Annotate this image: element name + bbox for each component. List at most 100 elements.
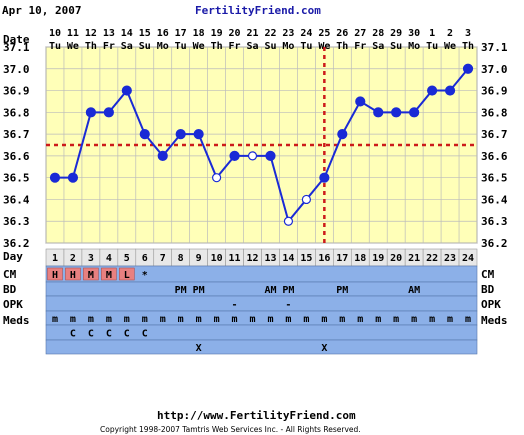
date-tick-label: 25: [318, 28, 330, 39]
y-tick-label-right: 36.7: [481, 128, 508, 141]
y-tick-label-left: 36.6: [3, 150, 30, 163]
meds-row-value: m: [70, 314, 76, 325]
weekday-tick-label: Su: [264, 41, 276, 52]
weekday-tick-label: Mo: [157, 41, 169, 52]
date-tick-label: 2: [447, 28, 453, 39]
y-tick-label-left: 36.8: [3, 106, 30, 119]
meds-row-value: m: [357, 314, 363, 325]
day-number: 4: [106, 253, 112, 264]
meds-row-value: m: [124, 314, 130, 325]
cm-cell-fill: [101, 267, 117, 281]
date-tick-label: 18: [193, 28, 205, 39]
meds-row-value: m: [375, 314, 381, 325]
date-tick-label: 30: [408, 28, 420, 39]
y-tick-label-left: 36.3: [3, 215, 30, 228]
meds-row-value: m: [106, 314, 112, 325]
weekday-tick-label: Tu: [300, 41, 312, 52]
weekday-tick-label: Fr: [229, 41, 241, 52]
temperature-point-open: [247, 151, 258, 161]
custom-row-2-bg: [45, 339, 478, 355]
custom-row-1-value: C: [88, 329, 94, 340]
weekday-tick-label: Sa: [372, 41, 384, 52]
custom-row-1-value: C: [106, 329, 112, 340]
meds-row-value: m: [465, 314, 471, 325]
meds-row-value: m: [339, 314, 345, 325]
custom-row-1-value: C: [142, 329, 148, 340]
custom-row-1-value: C: [70, 329, 76, 340]
weekday-tick-label: We: [318, 41, 330, 52]
meds-row-value: m: [285, 314, 291, 325]
weekday-tick-label: Th: [211, 41, 223, 52]
footer-url[interactable]: http://www.FertilityFriend.com: [157, 409, 356, 422]
temperature-point: [175, 129, 186, 140]
meds-row-value: m: [429, 314, 435, 325]
y-tick-label-right: 36.4: [481, 193, 508, 206]
temperature-point: [355, 96, 366, 107]
weekday-tick-label: Th: [462, 41, 474, 52]
day-number: 21: [408, 253, 420, 264]
y-tick-label-right: 36.6: [481, 150, 508, 163]
temperature-point: [265, 150, 276, 161]
custom-row-2-value: X: [196, 343, 202, 354]
y-tick-label-left: 37.1: [3, 41, 30, 54]
day-number: 8: [178, 253, 184, 264]
day-number: 17: [336, 253, 348, 264]
cm-row-value: L: [124, 270, 130, 281]
temperature-point-open: [283, 216, 294, 226]
temperature-point: [427, 85, 438, 96]
weekday-tick-label: Th: [85, 41, 97, 52]
meds-row-value: m: [321, 314, 327, 325]
weekday-tick-label: Tu: [426, 41, 438, 52]
weekday-tick-label: Mo: [408, 41, 420, 52]
bd-row-value: PM: [336, 285, 348, 296]
cm-cell-fill: [83, 267, 99, 281]
day-number: 11: [229, 253, 241, 264]
y-tick-label-left: 36.9: [3, 85, 30, 98]
date-tick-label: 11: [67, 28, 79, 39]
opk-row-label-left: OPK: [3, 298, 23, 311]
date-tick-label: 1: [429, 28, 435, 39]
date-tick-label: 29: [390, 28, 402, 39]
weekday-tick-label: Fr: [354, 41, 366, 52]
temperature-point: [462, 63, 474, 74]
temperature-point: [67, 172, 79, 183]
day-number: 5: [124, 253, 130, 264]
day-number: 3: [88, 253, 94, 264]
date-tick-label: 10: [49, 28, 61, 39]
day-number: 19: [372, 253, 384, 264]
meds-row-value: m: [142, 314, 148, 325]
weekday-tick-label: Sa: [246, 41, 258, 52]
brand-link[interactable]: FertilityFriend.com: [195, 4, 321, 17]
date-tick-label: 27: [354, 28, 366, 39]
custom-row-1-value: C: [124, 329, 130, 340]
cm-cell-fill: [47, 267, 63, 281]
date-tick-label: 19: [211, 28, 223, 39]
y-tick-label-right: 36.3: [481, 215, 508, 228]
date-tick-label: 14: [121, 28, 133, 39]
day-number: 23: [444, 253, 456, 264]
temperature-point: [157, 150, 168, 161]
meds-row-value: m: [232, 314, 238, 325]
temperature-point: [85, 107, 96, 118]
temperature-plot: 36.2 36.2 36.3 36.3 36.4 36.4 36.5 36.5 36.6 36.6…: [3, 28, 508, 250]
date-tick-label: 12: [85, 28, 97, 39]
cm-row-label-left: CM: [3, 268, 17, 281]
date-row-label: Date: [3, 33, 30, 46]
opk-row-value: -: [285, 300, 291, 311]
temperature-point: [373, 107, 384, 118]
temperature-point: [229, 150, 240, 161]
cm-cell-fill: [119, 267, 135, 281]
meds-row-value: m: [88, 314, 94, 325]
bd-row-value: AM: [264, 285, 276, 296]
weekday-tick-label: Fr: [103, 41, 115, 52]
date-tick-label: 3: [465, 28, 471, 39]
date-tick-label: 13: [103, 28, 115, 39]
cm-cell-fill: [65, 267, 81, 281]
weekday-tick-label: Mo: [282, 41, 294, 52]
opk-row-label-right: OPK: [481, 298, 501, 311]
cm-row-value: M: [106, 270, 112, 281]
day-number: 20: [390, 253, 402, 264]
weekday-tick-label: Sa: [121, 41, 133, 52]
date-tick-label: 17: [175, 28, 187, 39]
meds-row-value: m: [267, 314, 273, 325]
